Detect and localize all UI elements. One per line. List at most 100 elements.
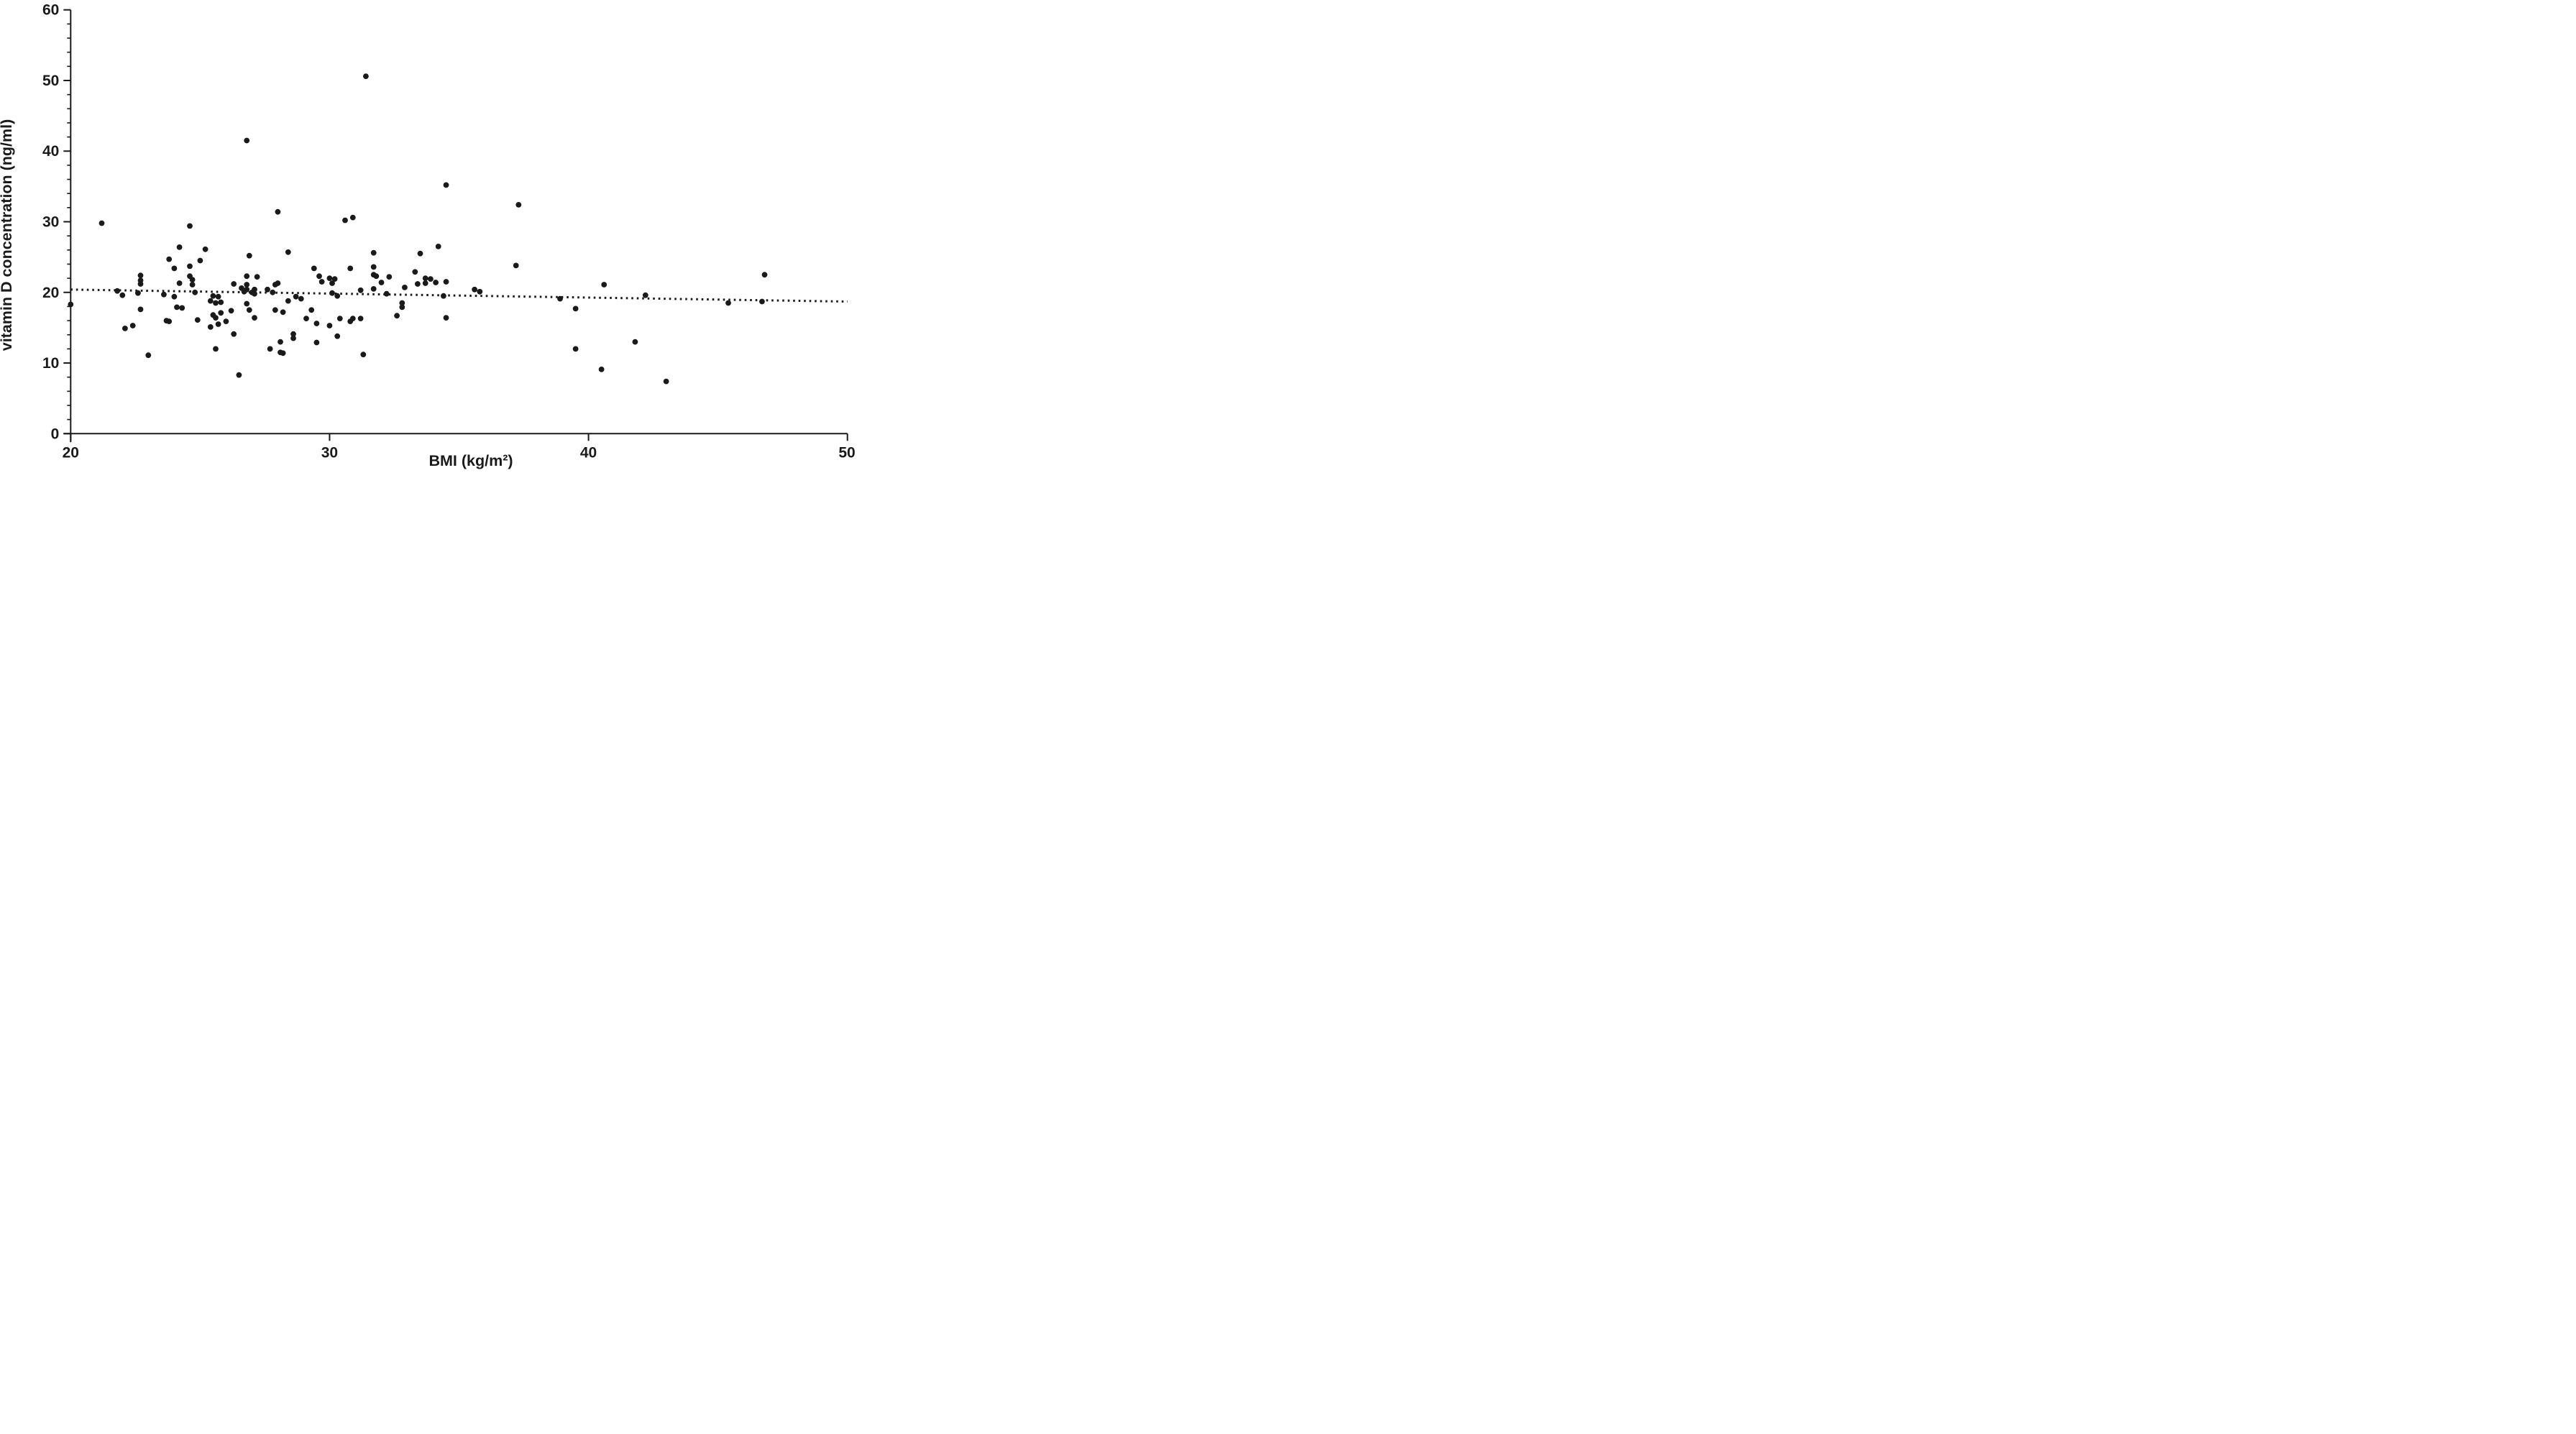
x-axis-tick-label: 30 (321, 444, 338, 461)
trend-line-layer (70, 288, 848, 303)
y-axis-tick-label: 20 (42, 285, 59, 301)
data-point (370, 264, 377, 270)
data-point (223, 318, 229, 324)
x-axis-title: BMI (kg/m²) (428, 452, 513, 469)
data-point (313, 321, 320, 326)
data-point (252, 286, 257, 293)
data-point (135, 290, 141, 296)
data-point (213, 346, 219, 352)
data-point (254, 274, 260, 280)
data-point (213, 315, 219, 321)
data-point (357, 287, 364, 293)
data-point (179, 305, 185, 311)
data-point (308, 307, 315, 313)
y-axis-title: vitamin D concentration (ng/ml) (0, 119, 15, 351)
data-point (513, 262, 519, 269)
data-point (360, 351, 367, 358)
data-point (443, 315, 449, 321)
data-point (316, 273, 322, 280)
data-point (202, 246, 208, 252)
data-point (174, 304, 180, 311)
data-point (326, 323, 333, 328)
data-point (383, 290, 390, 297)
data-point (336, 316, 343, 321)
data-point (192, 289, 198, 295)
data-point (313, 339, 320, 346)
data-point (326, 275, 333, 281)
data-point (290, 331, 296, 337)
data-point (443, 182, 449, 188)
data-point (472, 286, 477, 293)
data-point (122, 326, 128, 331)
data-point (303, 316, 309, 321)
y-axis-tick-label: 10 (42, 355, 59, 372)
data-point (210, 293, 216, 299)
data-point (349, 316, 356, 321)
data-point (433, 280, 439, 285)
data-point (318, 279, 325, 285)
data-point (329, 290, 335, 296)
data-point (246, 307, 252, 313)
data-point (759, 298, 765, 305)
data-point (231, 281, 237, 287)
y-axis-tick-label: 40 (42, 143, 59, 160)
data-point (207, 324, 214, 330)
data-point (632, 339, 638, 345)
data-point (275, 280, 281, 286)
data-point (194, 317, 201, 323)
data-point (231, 331, 237, 337)
data-point (347, 265, 354, 272)
data-point (218, 299, 224, 305)
data-point (114, 288, 121, 294)
data-point (290, 335, 296, 341)
data-point (137, 281, 144, 287)
data-point (331, 276, 338, 282)
data-point (334, 333, 341, 339)
data-point (171, 265, 178, 272)
data-point-layer (68, 73, 768, 385)
data-point (166, 256, 173, 262)
scatter-plot-canvas: 0 10 20 30 40 50 60 20 30 40 50 BMI (kg/m²) vitami… (0, 2, 856, 469)
x-axis-tick-label: 50 (838, 444, 855, 461)
data-point (334, 293, 341, 299)
data-point (285, 249, 291, 255)
axes-layer: 0 10 20 30 40 50 60 20 30 40 50 (42, 2, 856, 461)
data-point (187, 263, 193, 270)
x-axis-tick-label: 20 (63, 444, 79, 461)
data-point (428, 276, 434, 282)
data-point (197, 257, 203, 264)
data-point (244, 282, 250, 288)
data-point (399, 300, 405, 306)
data-point (298, 295, 304, 302)
data-point (129, 323, 136, 328)
y-axis-tick-label: 60 (42, 2, 59, 19)
scatter-chart-figure: 0 10 20 30 40 50 60 20 30 40 50 BMI (kg/m²) vitami… (0, 0, 858, 478)
data-point (189, 277, 196, 282)
data-point (386, 274, 393, 280)
data-point (515, 202, 522, 208)
data-point (572, 346, 579, 352)
data-point (357, 316, 364, 321)
data-point (370, 249, 377, 256)
data-point (137, 306, 144, 313)
data-point (98, 220, 105, 226)
data-point (477, 288, 483, 295)
data-point (119, 292, 126, 298)
data-point (272, 307, 278, 313)
data-point (246, 252, 252, 259)
data-point (176, 244, 183, 250)
data-point (244, 300, 250, 307)
data-point (663, 378, 669, 385)
data-point (213, 300, 219, 306)
data-point (399, 304, 405, 311)
data-point (412, 269, 418, 275)
data-point (311, 265, 317, 272)
data-point (278, 339, 283, 345)
data-point (275, 208, 281, 215)
data-point (402, 285, 408, 290)
data-point (642, 292, 648, 298)
data-point (244, 137, 250, 144)
x-axis-tick-label: 40 (580, 444, 597, 461)
data-point (267, 346, 273, 352)
data-point (435, 244, 441, 249)
